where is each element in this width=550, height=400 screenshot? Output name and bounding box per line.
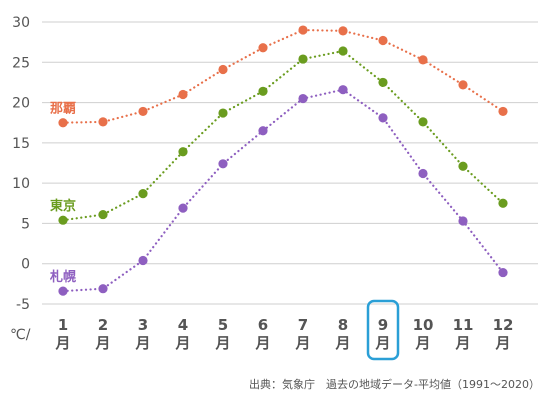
x-tick-suffix: 月: [54, 334, 70, 352]
data-point: [58, 286, 68, 296]
data-point: [58, 215, 68, 225]
series-line: [61, 88, 505, 293]
data-point: [258, 86, 268, 96]
data-point: [458, 80, 468, 90]
data-point: [98, 209, 108, 220]
y-tick-label: 30: [12, 15, 30, 31]
y-tick-label: 10: [12, 176, 30, 192]
data-point: [338, 26, 348, 36]
x-tick-label: 2: [98, 316, 108, 334]
data-point: [338, 85, 348, 95]
x-tick-suffix: 月: [414, 334, 430, 352]
series-label: 札幌: [49, 269, 76, 285]
x-tick-label: 9: [378, 316, 388, 334]
x-tick-suffix: 月: [254, 334, 270, 352]
data-point: [418, 117, 428, 127]
x-tick-suffix: 月: [454, 334, 470, 352]
data-point: [138, 255, 148, 266]
data-point: [458, 161, 468, 171]
series-line: [61, 28, 505, 124]
x-tick-suffix: 月: [214, 334, 230, 352]
data-point: [378, 113, 388, 123]
x-tick-suffix: 月: [494, 334, 510, 352]
data-point: [418, 168, 428, 179]
y-tick-label: 0: [21, 257, 30, 273]
month-highlight-box: [366, 299, 400, 361]
data-point: [98, 117, 108, 127]
data-point: [218, 159, 228, 169]
y-axis-ticks: 30 25 20 15 10 5 0 -5: [12, 15, 30, 313]
x-tick-label: 1: [58, 316, 68, 334]
grid-lines: [42, 21, 538, 305]
x-tick-label: 12: [493, 316, 514, 334]
y-tick-label: -5: [16, 297, 30, 313]
data-point: [178, 147, 188, 157]
series-label: 那覇: [50, 102, 76, 117]
data-point: [298, 54, 308, 64]
x-tick-label: 3: [138, 316, 148, 334]
x-tick-label: 4: [178, 316, 188, 334]
x-tick-suffix: 月: [174, 334, 190, 352]
x-tick-label: 7: [298, 316, 308, 334]
x-tick-label: 8: [338, 316, 348, 334]
data-point: [498, 198, 508, 208]
data-point: [98, 284, 108, 294]
x-tick-suffix: 月: [334, 334, 350, 352]
data-point: [378, 77, 388, 88]
data-point: [338, 46, 348, 56]
data-point: [258, 43, 268, 53]
y-tick-label: 25: [12, 55, 30, 71]
x-tick-suffix: 月: [374, 334, 390, 352]
x-tick-suffix: 月: [94, 334, 110, 352]
data-point: [138, 189, 148, 199]
data-point: [498, 267, 508, 278]
y-unit-label: ℃/: [10, 327, 31, 343]
data-point: [458, 216, 468, 226]
x-tick-suffix: 月: [294, 334, 310, 352]
data-point: [58, 118, 68, 128]
data-point: [298, 93, 308, 104]
data-point: [138, 106, 148, 117]
x-tick-label: 5: [218, 316, 228, 334]
x-tick-suffix: 月: [134, 334, 150, 352]
source-note: 出典：気象庁 過去の地域データ-平均値（1991〜2020）: [249, 377, 540, 391]
x-tick-label: 6: [258, 316, 268, 334]
y-tick-label: 15: [12, 136, 30, 152]
series-line: [61, 49, 505, 222]
y-tick-label: 20: [12, 96, 30, 112]
data-point: [218, 64, 228, 75]
data-point: [378, 35, 388, 46]
data-point: [418, 55, 428, 65]
x-tick-label: 11: [453, 316, 474, 334]
data-point: [258, 126, 268, 136]
data-point: [498, 106, 508, 117]
x-tick-label: 10: [413, 316, 434, 334]
data-point: [218, 108, 228, 118]
data-point: [298, 25, 308, 35]
series-label: 東京: [50, 198, 76, 214]
y-tick-label: 5: [21, 216, 30, 232]
data-point: [178, 89, 188, 100]
data-point: [178, 203, 188, 213]
